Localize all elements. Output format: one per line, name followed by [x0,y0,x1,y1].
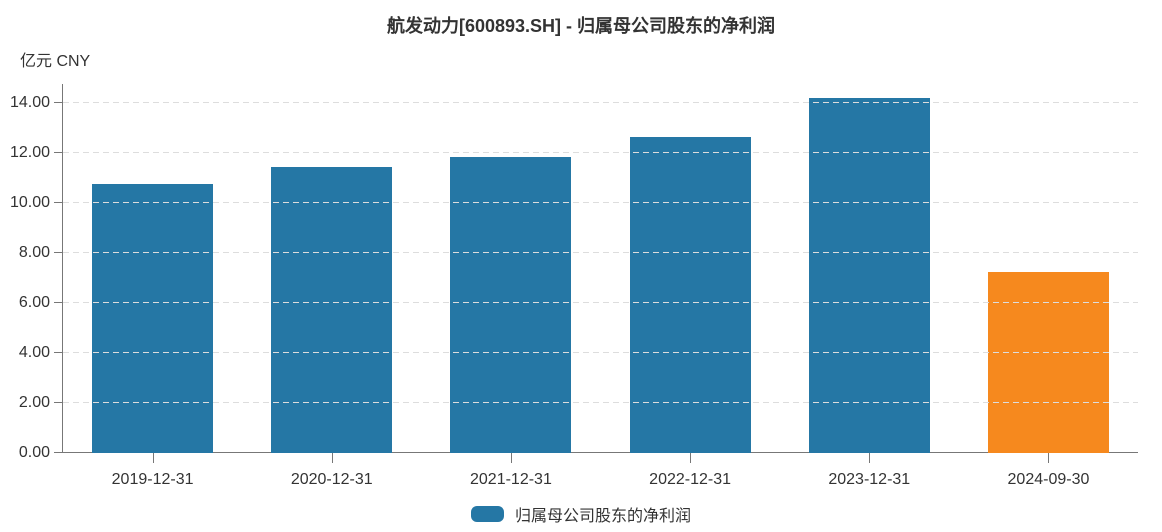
legend-label[interactable]: 归属母公司股东的净利润 [514,508,691,525]
bar-2023-12-31[interactable] [808,97,930,453]
bar-slot-2020-12-31: 2020-12-31 [242,84,421,488]
gridline-y-2 [63,401,1138,403]
y-axis-label-12.00: 12.00 [9,143,50,161]
y-axis-tick-10 [54,201,62,203]
y-axis-label-14.00: 14.00 [9,93,50,111]
y-axis-label-2.00: 2.00 [18,393,50,411]
bar-slot-2022-12-31: 2022-12-31 [601,84,780,488]
y-axis-tick-4 [54,351,62,353]
x-axis-label-2019-12-31: 2019-12-31 [111,471,194,488]
x-axis-label-2020-12-31: 2020-12-31 [290,471,373,488]
x-axis-tick-2024-09-30 [1048,453,1050,463]
gridline-y-6 [63,301,1138,303]
gridline-y-4 [63,351,1138,353]
x-axis-tick-2023-12-31 [869,453,871,463]
bar-2024-09-30[interactable] [987,271,1109,453]
y-axis-tick-14 [54,101,62,103]
x-axis-line [62,452,1138,453]
x-axis-label-2021-12-31: 2021-12-31 [470,471,552,488]
bar-2022-12-31[interactable] [629,136,751,453]
gridline-y-12 [63,151,1138,153]
y-axis-tick-12 [54,151,62,153]
x-axis-label-2022-12-31: 2022-12-31 [649,471,732,488]
bar-slot-2024-09-30: 2024-09-30 [959,84,1138,488]
y-axis-tick-0 [54,452,62,453]
y-axis-label-10.00: 10.00 [9,193,50,211]
y-axis-label-6.00: 6.00 [18,293,50,311]
y-axis-label-0.00: 0.00 [18,444,50,461]
x-axis-tick-2022-12-31 [690,453,692,463]
bars-row: 2019-12-31 2020-12-31 2021-12-31 2022-12-31… [63,84,1138,488]
x-axis-tick-2019-12-31 [152,453,154,463]
bar-2021-12-31[interactable] [450,156,572,453]
x-axis-label-2024-09-30: 2024-09-30 [1007,471,1090,488]
bar-slot-2019-12-31: 2019-12-31 [63,84,242,488]
y-axis-unit-label: 亿元 CNY [20,53,91,70]
bar-2020-12-31[interactable] [271,166,393,453]
y-axis-label-4.00: 4.00 [18,343,50,361]
chart-title: 航发动力[600893.SH] - 归属母公司股东的净利润 [386,16,776,36]
y-axis-line [62,84,63,453]
x-axis-label-2023-12-31: 2023-12-31 [828,471,911,488]
plot-area: 2019-12-31 2020-12-31 2021-12-31 2022-12-31… [10,84,1138,488]
y-axis-tick-6 [54,301,62,303]
y-axis-label-8.00: 8.00 [18,243,50,261]
legend-swatch-icon[interactable] [470,506,504,522]
gridline-y-10 [63,201,1138,203]
bar-2019-12-31[interactable] [92,184,214,453]
bar-slot-2023-12-31: 2023-12-31 [780,84,959,488]
x-axis-tick-2021-12-31 [510,453,512,463]
gridline-y-14 [63,101,1138,103]
y-axis-tick-8 [54,251,62,253]
gridline-y-8 [63,251,1138,253]
bar-slot-2021-12-31: 2021-12-31 [421,84,600,488]
x-axis-tick-2020-12-31 [331,453,333,463]
y-axis-tick-2 [54,401,62,403]
legend: 归属母公司股东的净利润 [0,502,1162,526]
